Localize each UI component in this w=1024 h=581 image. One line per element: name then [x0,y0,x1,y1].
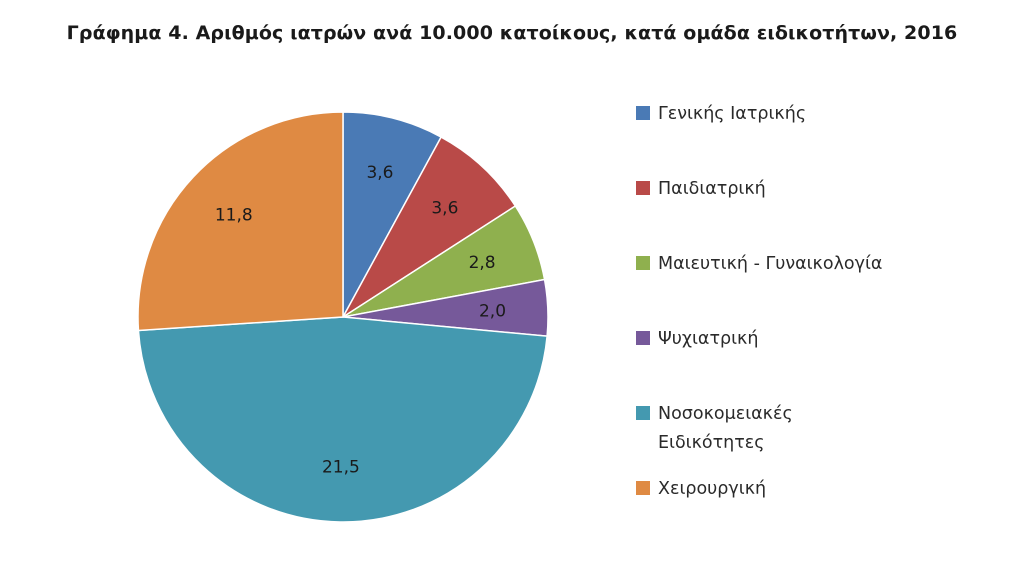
legend-swatch-4 [636,331,650,345]
legend-swatch-3 [636,256,650,270]
pie-slice-2 [342,136,517,318]
chart-title: Γράφημα 4. Αριθμός ιατρών ανά 10.000 κατ… [66,22,958,44]
legend-label-3: Μαιευτική - Γυναικολογία [658,254,883,274]
pie-slice-5 [137,316,548,523]
legend-item-2: Παιδιατρική [636,175,858,204]
legend-item-3: Μαιευτική - Γυναικολογία [636,250,958,279]
legend-swatch-1 [636,106,650,120]
pie-slice-1 [342,111,443,318]
legend-label-5: Νοσοκομειακές Ειδικότητες [658,404,793,453]
data-label-1: 3,6 [366,163,393,183]
legend-swatch-6 [636,481,650,495]
legend-label-1: Γενικής Ιατρικής [658,104,807,124]
legend-item-6: Χειρουργική [636,475,858,504]
data-label-6: 11,8 [215,206,253,226]
data-label-5: 21,5 [322,458,360,478]
legend-label-6: Χειρουργική [658,479,767,499]
legend-item-4: Ψυχιατρική [636,325,858,354]
data-label-2: 3,6 [431,198,458,218]
legend-label-4: Ψυχιατρική [658,329,759,349]
legend-swatch-2 [636,181,650,195]
data-label-4: 2,0 [479,301,506,321]
legend-label-2: Παιδιατρική [658,179,766,199]
pie-slice-6 [137,111,344,332]
data-label-3: 2,8 [469,253,496,273]
legend-item-1: Γενικής Ιατρικής [636,100,858,129]
legend-swatch-5 [636,406,650,420]
legend-item-5: Νοσοκομειακές Ειδικότητες [636,400,858,458]
